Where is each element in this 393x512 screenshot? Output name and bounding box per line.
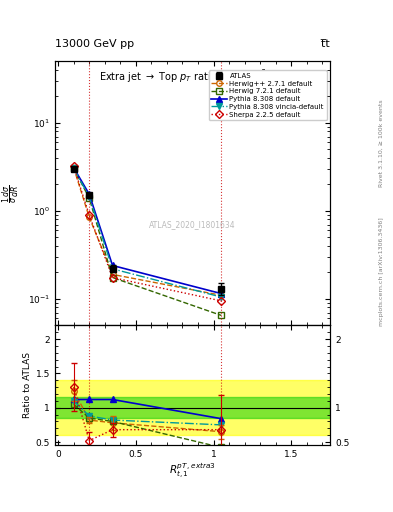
Herwig 7.2.1 default <box>110 274 115 281</box>
Pythia 8.308 default <box>110 263 115 269</box>
Text: Extra jet $\rightarrow$ Top $p_T$ ratio (ATLAS t$\bar{t}$bar): Extra jet $\rightarrow$ Top $p_T$ ratio … <box>99 69 286 86</box>
Pythia 8.308 default <box>219 290 224 296</box>
Sherpa 2.2.5 default <box>71 163 76 169</box>
Herwig 7.2.1 default <box>71 165 76 172</box>
Line: Pythia 8.308 vincia-default: Pythia 8.308 vincia-default <box>71 165 224 300</box>
Line: Pythia 8.308 default: Pythia 8.308 default <box>71 165 224 296</box>
Y-axis label: $\frac{1}{\sigma}\frac{d\sigma}{dR}$: $\frac{1}{\sigma}\frac{d\sigma}{dR}$ <box>1 184 22 203</box>
Herwig++ 2.7.1 default <box>87 214 92 220</box>
Sherpa 2.2.5 default <box>87 212 92 218</box>
Pythia 8.308 default <box>71 165 76 171</box>
Pythia 8.308 vincia-default <box>87 194 92 200</box>
Legend: ATLAS, Herwig++ 2.7.1 default, Herwig 7.2.1 default, Pythia 8.308 default, Pythi: ATLAS, Herwig++ 2.7.1 default, Herwig 7.… <box>209 70 327 120</box>
Line: Herwig++ 2.7.1 default: Herwig++ 2.7.1 default <box>71 165 224 298</box>
Herwig++ 2.7.1 default <box>219 292 224 298</box>
Pythia 8.308 vincia-default <box>110 266 115 272</box>
Y-axis label: Ratio to ATLAS: Ratio to ATLAS <box>23 352 31 418</box>
Text: Rivet 3.1.10, ≥ 100k events: Rivet 3.1.10, ≥ 100k events <box>379 99 384 187</box>
Text: ATLAS_2020_I1801634: ATLAS_2020_I1801634 <box>149 221 236 229</box>
Herwig++ 2.7.1 default <box>110 271 115 278</box>
X-axis label: $R_{t,1}^{pT,\,extra3}$: $R_{t,1}^{pT,\,extra3}$ <box>169 462 216 481</box>
Sherpa 2.2.5 default <box>110 274 115 281</box>
Pythia 8.308 vincia-default <box>219 294 224 300</box>
Bar <box>55 380 330 435</box>
Herwig++ 2.7.1 default <box>71 165 76 171</box>
Text: mcplots.cern.ch [arXiv:1306.3436]: mcplots.cern.ch [arXiv:1306.3436] <box>379 217 384 326</box>
Text: 13000 GeV pp: 13000 GeV pp <box>55 38 134 49</box>
Sherpa 2.2.5 default <box>219 298 224 304</box>
Herwig 7.2.1 default <box>219 312 224 318</box>
Pythia 8.308 vincia-default <box>71 165 76 172</box>
Line: Sherpa 2.2.5 default: Sherpa 2.2.5 default <box>71 164 224 304</box>
Text: t̅t: t̅t <box>321 38 330 49</box>
Herwig 7.2.1 default <box>87 195 92 201</box>
Pythia 8.308 default <box>87 191 92 197</box>
Bar <box>55 397 330 418</box>
Line: Herwig 7.2.1 default: Herwig 7.2.1 default <box>71 165 224 318</box>
